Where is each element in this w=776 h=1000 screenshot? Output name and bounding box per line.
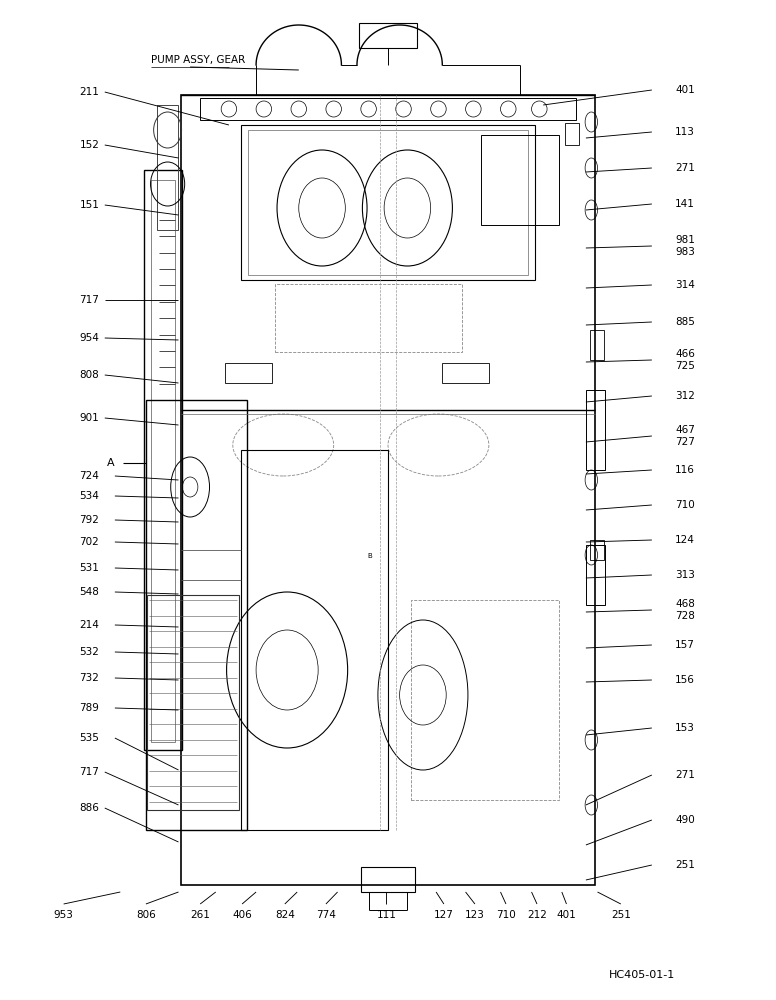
Bar — [151, 180, 175, 742]
Text: 124: 124 — [675, 535, 695, 545]
Bar — [241, 450, 388, 830]
Text: B: B — [367, 553, 372, 559]
Text: 534: 534 — [79, 491, 99, 501]
Text: 702: 702 — [80, 537, 99, 547]
Bar — [590, 330, 604, 360]
Text: 548: 548 — [79, 587, 99, 597]
Text: PUMP ASSY, GEAR: PUMP ASSY, GEAR — [151, 55, 245, 65]
Text: 211: 211 — [79, 87, 99, 97]
Text: 312: 312 — [675, 391, 695, 401]
Bar — [248, 130, 528, 275]
Text: 885: 885 — [675, 317, 695, 327]
Text: 717: 717 — [79, 295, 99, 305]
Text: 490: 490 — [675, 815, 695, 825]
Text: 710: 710 — [675, 500, 695, 510]
Text: 953: 953 — [54, 910, 74, 920]
Bar — [359, 23, 417, 48]
Text: 406: 406 — [232, 910, 252, 920]
Text: 886: 886 — [79, 803, 99, 813]
Text: 314: 314 — [675, 280, 695, 290]
Text: 251: 251 — [611, 910, 631, 920]
Text: 156: 156 — [675, 675, 695, 685]
Text: 212: 212 — [527, 910, 547, 920]
Text: 153: 153 — [675, 723, 695, 733]
Text: 901: 901 — [80, 413, 99, 423]
Text: 466
725: 466 725 — [675, 349, 695, 371]
Text: A: A — [107, 458, 115, 468]
Text: 724: 724 — [79, 471, 99, 481]
Text: 261: 261 — [190, 910, 210, 920]
Text: 141: 141 — [675, 199, 695, 209]
Text: 468
728: 468 728 — [675, 599, 695, 621]
Text: 214: 214 — [79, 620, 99, 630]
Text: 792: 792 — [79, 515, 99, 525]
Text: 732: 732 — [79, 673, 99, 683]
Bar — [442, 363, 489, 383]
Text: 123: 123 — [465, 910, 485, 920]
Text: 808: 808 — [80, 370, 99, 380]
Text: 535: 535 — [79, 733, 99, 743]
Bar — [361, 867, 415, 892]
Text: 271: 271 — [675, 770, 695, 780]
Bar — [590, 540, 604, 560]
Text: 824: 824 — [275, 910, 295, 920]
Bar — [181, 95, 595, 885]
Text: 467
727: 467 727 — [675, 425, 695, 447]
Bar — [147, 595, 239, 810]
Text: 717: 717 — [79, 767, 99, 777]
Bar — [144, 170, 182, 750]
Text: 157: 157 — [675, 640, 695, 650]
Text: 152: 152 — [79, 140, 99, 150]
Bar — [157, 105, 178, 230]
Text: 127: 127 — [434, 910, 454, 920]
Bar — [586, 545, 605, 605]
Bar — [411, 600, 559, 800]
Bar — [200, 98, 576, 120]
Text: 113: 113 — [675, 127, 695, 137]
Text: 151: 151 — [79, 200, 99, 210]
Text: 116: 116 — [675, 465, 695, 475]
Text: 981
983: 981 983 — [675, 235, 695, 257]
Text: 401: 401 — [675, 85, 695, 95]
Text: 401: 401 — [556, 910, 577, 920]
Text: 806: 806 — [136, 910, 156, 920]
Text: 271: 271 — [675, 163, 695, 173]
Text: 532: 532 — [79, 647, 99, 657]
Text: 313: 313 — [675, 570, 695, 580]
Text: HC405-01-1: HC405-01-1 — [609, 970, 675, 980]
Bar — [146, 400, 247, 830]
Text: 111: 111 — [376, 910, 397, 920]
Text: 774: 774 — [316, 910, 336, 920]
Text: 954: 954 — [79, 333, 99, 343]
Text: 531: 531 — [79, 563, 99, 573]
Bar — [241, 125, 535, 280]
Bar — [481, 135, 559, 225]
Text: 789: 789 — [79, 703, 99, 713]
Bar — [586, 390, 605, 470]
Bar — [565, 123, 579, 145]
Text: 251: 251 — [675, 860, 695, 870]
Bar — [225, 363, 272, 383]
Text: 710: 710 — [496, 910, 516, 920]
Bar — [275, 284, 462, 352]
